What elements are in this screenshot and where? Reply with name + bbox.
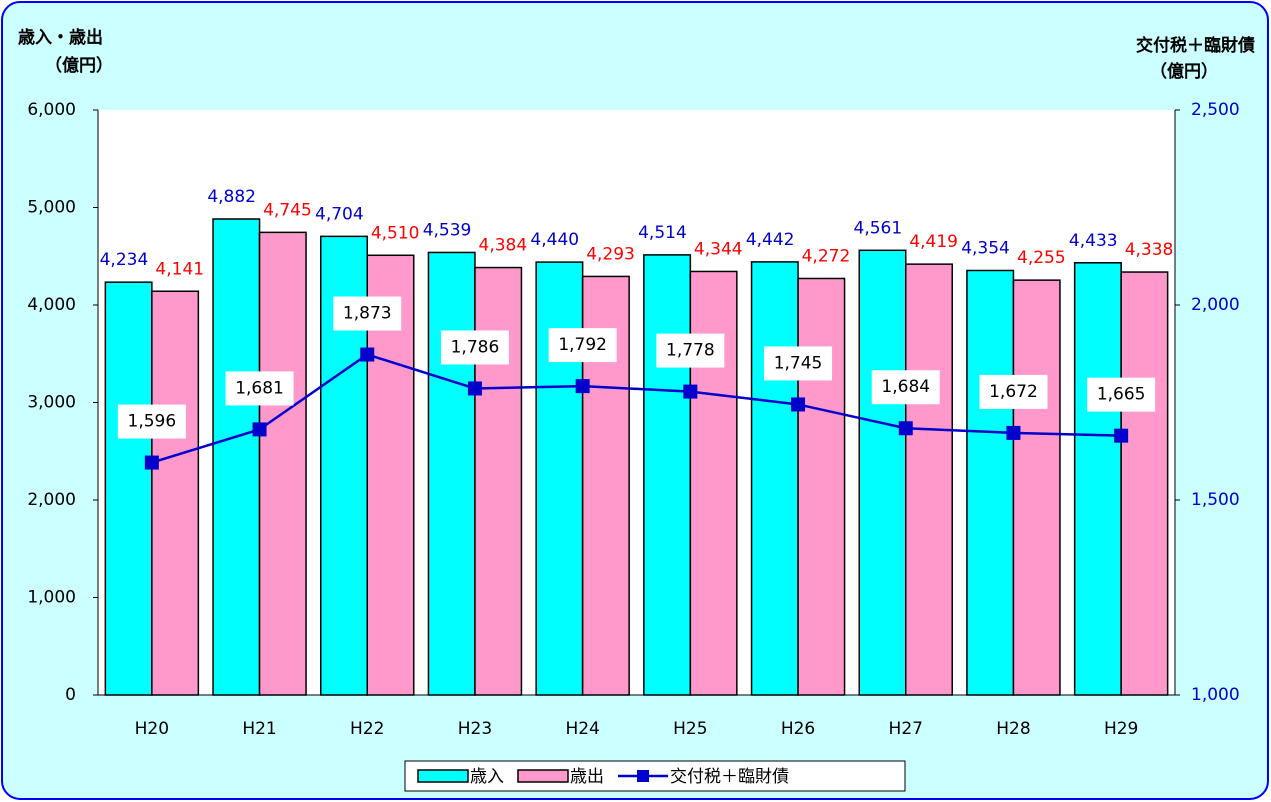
x-tick-label: H24: [565, 719, 599, 739]
data-label: 4,561: [854, 218, 903, 238]
x-tick-label: H25: [673, 719, 707, 739]
data-label: 4,344: [694, 239, 743, 259]
line-marker: [791, 397, 806, 412]
y-tick-label: 3,000: [27, 393, 76, 413]
x-tick-label: H21: [242, 719, 276, 739]
bar: [643, 254, 692, 696]
data-label-box: [764, 346, 833, 381]
data-label: 1,786: [451, 337, 500, 357]
line-marker: [252, 422, 267, 437]
line-marker: [1114, 428, 1129, 443]
data-label: 1,596: [128, 412, 177, 432]
data-label: 4,354: [961, 238, 1010, 258]
data-label: 4,255: [1017, 248, 1066, 268]
bar: [1073, 262, 1122, 696]
bar: [212, 218, 261, 696]
data-label: 1,745: [774, 353, 823, 373]
bar: [905, 263, 953, 696]
data-label: 4,514: [638, 223, 687, 243]
line-marker: [467, 381, 482, 396]
y2-tick-label: 2,000: [1191, 295, 1240, 315]
data-label: 4,384: [479, 236, 528, 256]
x-tick-label: H26: [781, 719, 815, 739]
bar: [750, 261, 799, 696]
data-label: 4,510: [371, 223, 420, 243]
y2-axis-title: 交付税＋臨財債: [1136, 35, 1255, 56]
data-label-box: [440, 330, 509, 365]
y-tick-label: 4,000: [27, 295, 76, 315]
legend-marker: [637, 770, 649, 782]
y-tick-label: 5,000: [27, 198, 76, 218]
legend-box: [404, 760, 906, 792]
data-label: 4,338: [1125, 240, 1174, 260]
bar: [535, 261, 584, 696]
legend-swatch: [517, 769, 569, 783]
data-label-box: [333, 296, 402, 331]
x-tick-label: H22: [350, 719, 384, 739]
x-tick-label: H20: [135, 719, 169, 739]
data-label-box: [225, 371, 294, 406]
bar: [1012, 279, 1061, 696]
bar: [258, 231, 307, 696]
y-axis-title: （億円）: [45, 55, 113, 76]
data-label: 4,419: [909, 232, 958, 252]
bar: [104, 281, 153, 696]
y2-tick-label: 2,500: [1191, 100, 1240, 120]
data-label: 4,272: [802, 246, 851, 266]
data-label: 1,681: [235, 378, 284, 398]
y-tick-label: 0: [65, 685, 76, 705]
x-tick-label: H27: [889, 719, 923, 739]
legend-label: 交付税＋臨財債: [670, 767, 789, 787]
y2-tick-label: 1,000: [1191, 685, 1240, 705]
y-tick-label: 6,000: [27, 100, 76, 120]
y-tick-label: 2,000: [27, 490, 76, 510]
data-label: 4,704: [315, 204, 364, 224]
legend-swatch: [417, 769, 469, 783]
line-marker: [683, 384, 698, 399]
data-label: 1,672: [989, 382, 1038, 402]
data-label-box: [871, 370, 940, 405]
data-label: 1,873: [343, 304, 392, 324]
bar: [427, 251, 476, 696]
data-label: 4,745: [263, 200, 312, 220]
y2-tick-label: 1,500: [1191, 490, 1240, 510]
data-label: 4,442: [746, 230, 795, 250]
x-tick-label: H29: [1104, 719, 1138, 739]
line: [151, 353, 1122, 464]
line-marker: [360, 347, 375, 362]
data-label: 1,665: [1097, 385, 1146, 405]
data-label: 4,433: [1069, 231, 1118, 251]
y-axis-title: 歳入・歳出: [18, 27, 103, 48]
x-tick-label: H28: [996, 719, 1030, 739]
line-marker: [1006, 425, 1021, 440]
data-label-box: [1087, 377, 1156, 412]
data-label-box: [656, 333, 725, 368]
data-label: 4,293: [586, 244, 635, 264]
y-tick-label: 1,000: [27, 588, 76, 608]
data-label: 1,778: [666, 341, 715, 361]
legend-label: 歳出: [570, 767, 604, 787]
x-tick-label: H23: [458, 719, 492, 739]
bar: [151, 290, 200, 696]
line-marker: [898, 421, 913, 436]
bar: [1120, 271, 1169, 696]
data-label: 1,684: [881, 377, 930, 397]
data-label-box: [548, 328, 617, 363]
bar: [797, 277, 846, 696]
data-label-box: [979, 374, 1048, 409]
bar: [966, 269, 1015, 696]
data-label: 4,141: [155, 259, 204, 279]
data-label: 1,792: [558, 335, 607, 355]
data-label-box: [117, 404, 186, 439]
y2-axis-title: （億円）: [1150, 61, 1218, 82]
line-marker: [575, 379, 590, 394]
data-label: 4,539: [423, 220, 472, 240]
data-label: 4,234: [100, 250, 149, 270]
data-label: 4,882: [207, 187, 256, 207]
data-label: 4,440: [530, 230, 579, 250]
bar: [858, 249, 907, 696]
legend-label: 歳入: [470, 767, 504, 787]
line-marker: [144, 455, 159, 470]
